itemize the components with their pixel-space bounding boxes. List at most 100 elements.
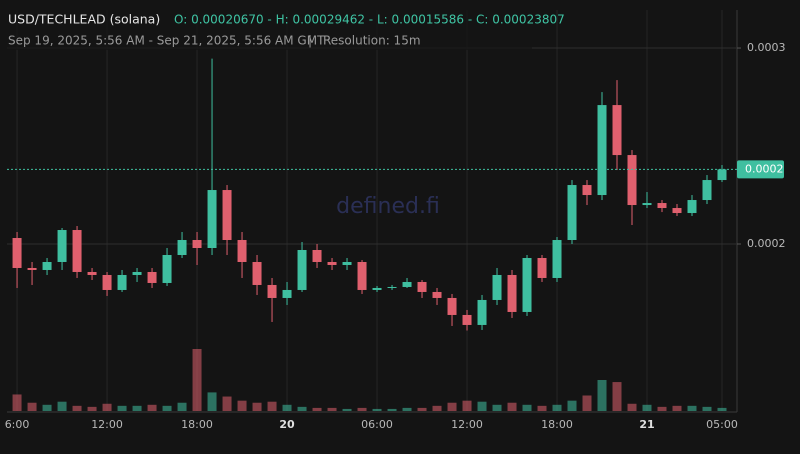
volume-bar [567, 400, 577, 411]
candle-body [702, 180, 712, 201]
volume-bar [207, 392, 217, 411]
candle-body [447, 297, 457, 315]
volume-bar [492, 404, 502, 411]
volume-bar [162, 405, 172, 411]
header-backdrop [4, 8, 532, 50]
volume-bar [342, 408, 352, 411]
volume-bar [117, 405, 127, 411]
x-tick-label: 12:00 [451, 418, 483, 431]
resolution: Resolution: 15m [323, 34, 421, 48]
candle-body [12, 238, 22, 268]
candle-body [147, 271, 157, 283]
candle-body [117, 274, 127, 290]
date-range: Sep 19, 2025, 5:56 AM - Sep 21, 2025, 5:… [8, 34, 325, 48]
chart-title: USD/TECHLEAD (solana) [8, 12, 160, 27]
candle-body [432, 291, 442, 298]
volume-bar [417, 407, 427, 411]
candle-body [102, 274, 112, 290]
volume-bar [42, 404, 52, 411]
candle-body [372, 287, 382, 290]
volume-bar [447, 402, 457, 411]
candle-body [672, 208, 682, 214]
volume-bar [597, 380, 607, 411]
candle-body [657, 203, 667, 209]
candle-body [267, 284, 277, 298]
volume-bar [462, 400, 472, 411]
volume-bar [327, 407, 337, 411]
x-tick-label: 06:00 [361, 418, 393, 431]
volume-bar [222, 396, 232, 411]
candle-body [132, 271, 142, 275]
volume-bar [282, 404, 292, 411]
candle-body [687, 200, 697, 214]
volume-bar [57, 401, 67, 411]
volume-bar [612, 382, 622, 411]
volume-bar [12, 394, 22, 411]
candle-body [492, 274, 502, 300]
volume-bar [372, 408, 382, 411]
volume-bar [627, 403, 637, 411]
volume-bar [132, 405, 142, 411]
candle-body [252, 261, 262, 285]
x-tick-label: 18:00 [541, 418, 573, 431]
candle-body [327, 261, 337, 265]
candle-body [312, 250, 322, 262]
candle-body [162, 254, 172, 283]
volume-bar [432, 405, 442, 411]
candle-body [72, 230, 82, 272]
y-tick-label: 0.0003 [747, 41, 786, 54]
last-price-badge [737, 160, 784, 179]
candle-body [222, 190, 232, 241]
candle-body [297, 250, 307, 290]
volume-bar [252, 402, 262, 411]
volume-bar [237, 400, 247, 411]
candle-body [342, 261, 352, 265]
candle-body [192, 240, 202, 249]
volume-bar [387, 408, 397, 411]
candle-body [387, 286, 397, 288]
candle-body [42, 261, 52, 270]
candle-body [597, 105, 607, 196]
candle-body [87, 271, 97, 275]
volume-bar [102, 403, 112, 411]
x-tick-label: 21 [639, 418, 654, 431]
candle-body [477, 299, 487, 325]
volume-bar [147, 404, 157, 411]
candle-body [57, 230, 67, 262]
x-tick-label: 05:00 [706, 418, 738, 431]
candle-body [27, 267, 37, 270]
candle-body [282, 289, 292, 298]
volume-bar [312, 407, 322, 411]
candle-body [612, 105, 622, 156]
candle-body [567, 185, 577, 241]
volume-bar [477, 401, 487, 411]
y-tick-label: 0.0002 [747, 237, 786, 250]
volume-bar [177, 402, 187, 411]
x-tick-label: 20 [279, 418, 295, 431]
candle-body [357, 261, 367, 290]
volume-bar [537, 405, 547, 411]
volume-bar [657, 406, 667, 411]
candle-body [582, 185, 592, 196]
x-tick-label: 12:00 [91, 418, 123, 431]
volume-bar [522, 404, 532, 411]
volume-bar [582, 395, 592, 411]
volume-bar [702, 406, 712, 411]
x-tick-label: 6:00 [5, 418, 30, 431]
volume-bar [297, 406, 307, 411]
separator: | [308, 34, 312, 48]
x-tick-label: 18:00 [181, 418, 213, 431]
volume-bar [672, 405, 682, 411]
volume-bar [87, 406, 97, 411]
candle-body [402, 281, 412, 287]
volume-bar [717, 407, 727, 411]
candle-body [507, 274, 517, 312]
last-price-label: 0.0002 [745, 162, 784, 175]
volume-bar [552, 404, 562, 411]
ohlc-legend: O: 0.00020670 - H: 0.00029462 - L: 0.000… [174, 13, 565, 27]
candle-body [177, 240, 187, 255]
candle-body [552, 240, 562, 278]
volume-bar [27, 402, 37, 411]
